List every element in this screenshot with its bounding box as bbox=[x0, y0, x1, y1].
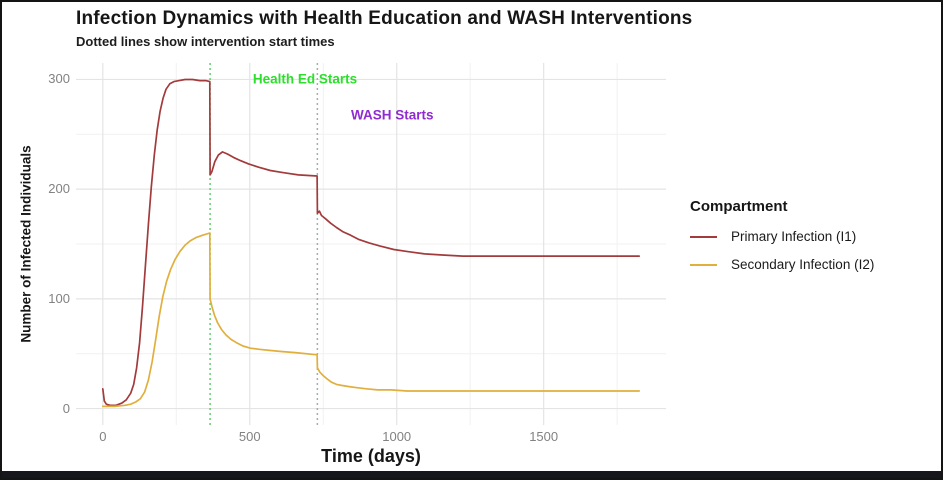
y-tick-label: 300 bbox=[48, 71, 70, 87]
x-tick-label: 500 bbox=[238, 429, 261, 444]
legend-item-label: Primary Infection (I1) bbox=[731, 229, 857, 244]
annotation-health-ed-starts: Health Ed Starts bbox=[252, 71, 358, 87]
series-line-0 bbox=[101, 78, 641, 407]
x-tick-label: 0 bbox=[99, 429, 107, 444]
legend-items: Primary Infection (I1) Secondary Infectio… bbox=[690, 228, 874, 273]
x-axis-title: Time (days) bbox=[321, 446, 421, 466]
bottom-border-band bbox=[2, 471, 941, 478]
x-tick-label: 1500 bbox=[529, 429, 559, 444]
y-axis-title: Number of Infected Individuals bbox=[18, 145, 34, 343]
legend-line-swatch bbox=[690, 263, 717, 266]
chart-subtitle: Dotted lines show intervention start tim… bbox=[76, 34, 335, 49]
legend-line-swatch bbox=[690, 235, 717, 238]
legend-item-label: Secondary Infection (I2) bbox=[731, 257, 875, 272]
legend-item: Secondary Infection (I2) bbox=[690, 256, 874, 273]
chart-title: Infection Dynamics with Health Education… bbox=[76, 8, 693, 29]
series-line-1 bbox=[101, 232, 641, 408]
y-tick-label: 0 bbox=[62, 400, 70, 416]
y-tick-label: 100 bbox=[48, 290, 70, 306]
x-tick-label: 1000 bbox=[382, 429, 412, 444]
legend: Compartment Primary Infection (I1) Second… bbox=[690, 198, 874, 284]
annotation-wash-starts: WASH Starts bbox=[351, 107, 434, 123]
legend-item: Primary Infection (I1) bbox=[690, 228, 874, 245]
legend-title: Compartment bbox=[690, 198, 788, 215]
y-tick-label: 200 bbox=[48, 181, 70, 197]
